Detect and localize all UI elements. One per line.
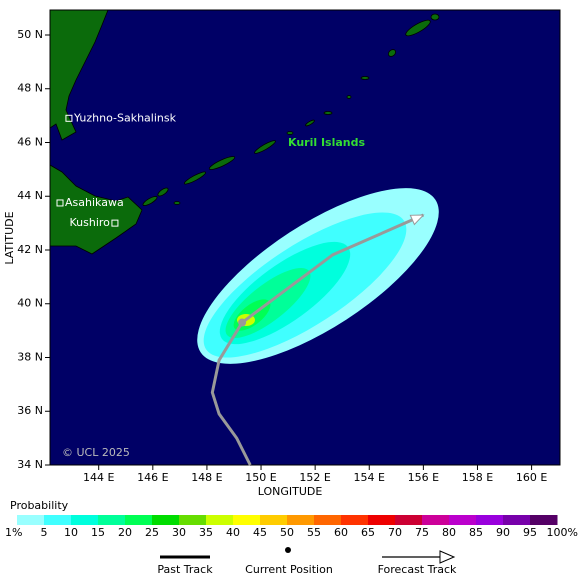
legend-label: 55 bbox=[307, 526, 321, 539]
current-position-label: Current Position bbox=[245, 563, 333, 576]
map-frame bbox=[49, 9, 561, 466]
legend-label: 85 bbox=[469, 526, 483, 539]
x-tick-label: 158 E bbox=[462, 471, 493, 484]
y-tick-label: 38 N bbox=[17, 350, 43, 363]
legend-swatch bbox=[395, 515, 423, 525]
y-axis-label: LATITUDE bbox=[3, 211, 16, 264]
y-tick-label: 48 N bbox=[17, 82, 43, 95]
legend-swatch bbox=[44, 515, 72, 525]
legend-swatch bbox=[314, 515, 342, 525]
x-tick-label: 150 E bbox=[245, 471, 276, 484]
legend-label: 70 bbox=[388, 526, 402, 539]
legend-swatch bbox=[287, 515, 315, 525]
legend-swatch bbox=[17, 515, 45, 525]
legend-swatch bbox=[368, 515, 396, 525]
legend-label: 65 bbox=[361, 526, 375, 539]
legend-label: 1% bbox=[5, 526, 22, 539]
current-position bbox=[238, 318, 247, 327]
legend-swatch bbox=[179, 515, 207, 525]
past-track bbox=[210, 321, 252, 466]
legend-title: Probability bbox=[10, 499, 69, 512]
legend-swatch bbox=[233, 515, 261, 525]
city-marker bbox=[56, 199, 64, 207]
city-label: Kushiro bbox=[70, 216, 111, 229]
legend-label: 40 bbox=[226, 526, 240, 539]
legend-label: 25 bbox=[145, 526, 159, 539]
legend-label: 60 bbox=[334, 526, 348, 539]
city-label: Asahikawa bbox=[65, 196, 124, 209]
x-tick-label: 160 E bbox=[516, 471, 547, 484]
region-label: Kuril Islands bbox=[288, 136, 365, 149]
x-tick-label: 148 E bbox=[191, 471, 222, 484]
y-tick-label: 42 N bbox=[17, 243, 43, 256]
forecast-track-arrow-key bbox=[439, 550, 456, 564]
legend-label: 80 bbox=[442, 526, 456, 539]
legend-swatch bbox=[341, 515, 369, 525]
legend-swatch bbox=[98, 515, 126, 525]
legend-swatch bbox=[125, 515, 153, 525]
y-tick-label: 50 N bbox=[17, 28, 43, 41]
city-label: Yuzhno-Sakhalinsk bbox=[73, 111, 177, 124]
legend-swatch bbox=[206, 515, 234, 525]
legend-label: 75 bbox=[415, 526, 429, 539]
legend-label: 90 bbox=[496, 526, 510, 539]
city-marker bbox=[111, 219, 119, 227]
y-tick-label: 34 N bbox=[17, 458, 43, 471]
x-tick-label: 154 E bbox=[354, 471, 385, 484]
legend-label: 5 bbox=[41, 526, 48, 539]
x-tick-label: 156 E bbox=[408, 471, 439, 484]
forecast-arrowhead bbox=[409, 214, 425, 226]
copyright: © UCL 2025 bbox=[62, 446, 130, 459]
legend-label: 45 bbox=[253, 526, 267, 539]
legend-label: 30 bbox=[172, 526, 186, 539]
y-tick-label: 40 N bbox=[17, 297, 43, 310]
legend-swatch bbox=[260, 515, 288, 525]
y-tick-label: 44 N bbox=[17, 189, 43, 202]
legend-swatch bbox=[152, 515, 180, 525]
x-tick-label: 146 E bbox=[137, 471, 168, 484]
past-track-label: Past Track bbox=[157, 563, 213, 576]
x-axis-label: LONGITUDE bbox=[258, 485, 323, 498]
legend-label: 95 bbox=[523, 526, 537, 539]
forecast-track bbox=[241, 213, 424, 324]
legend-swatch bbox=[530, 515, 558, 525]
x-tick-label: 152 E bbox=[299, 471, 330, 484]
legend-swatch bbox=[422, 515, 450, 525]
city-marker bbox=[65, 114, 73, 122]
current-position-key bbox=[285, 547, 291, 553]
legend-label: 50 bbox=[280, 526, 294, 539]
legend-label: 10 bbox=[64, 526, 78, 539]
legend-swatch bbox=[503, 515, 531, 525]
x-tick-label: 144 E bbox=[83, 471, 114, 484]
legend-label: 100% bbox=[547, 526, 578, 539]
legend-label: 35 bbox=[199, 526, 213, 539]
legend-swatch bbox=[449, 515, 477, 525]
y-tick-label: 46 N bbox=[17, 135, 43, 148]
land bbox=[49, 9, 440, 255]
legend-label: 20 bbox=[118, 526, 132, 539]
legend-swatch bbox=[476, 515, 504, 525]
y-tick-label: 36 N bbox=[17, 404, 43, 417]
forecast-track-label: Forecast Track bbox=[378, 563, 457, 576]
legend-swatch bbox=[71, 515, 99, 525]
legend-label: 15 bbox=[91, 526, 105, 539]
